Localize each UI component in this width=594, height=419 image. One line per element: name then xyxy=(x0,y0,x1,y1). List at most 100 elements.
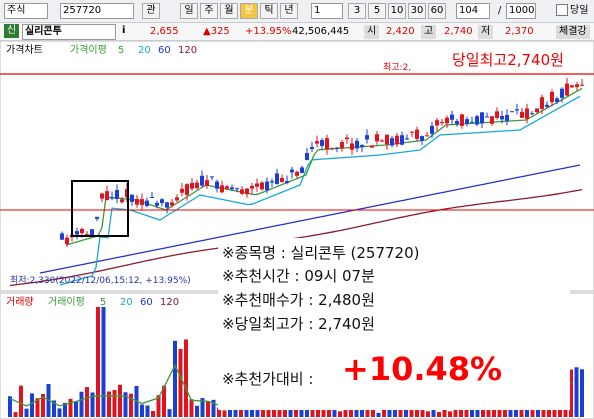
volume-bar xyxy=(167,409,172,417)
low: 2,370 xyxy=(505,26,534,37)
highlight-box xyxy=(71,180,129,237)
volume-bar xyxy=(536,408,540,417)
high-marker: 최고:2, xyxy=(383,62,411,73)
candle-body xyxy=(255,183,259,187)
volume-bar xyxy=(222,410,227,417)
volume: 42,506,445 xyxy=(292,26,350,37)
volume-bar xyxy=(96,307,100,417)
volume-bar xyxy=(448,411,452,417)
total-input[interactable]: 1000 xyxy=(506,3,536,19)
minute-button[interactable]: 5 xyxy=(368,3,386,19)
candle-body xyxy=(500,116,504,120)
volume-bar xyxy=(8,396,12,417)
candle-body xyxy=(335,147,339,149)
candle-body xyxy=(270,181,274,183)
volume-bar xyxy=(79,391,84,417)
minute-button[interactable]: 10 xyxy=(388,3,406,19)
low-marker: 최저:2,330(2022/12/06,15:12, +13.95%) xyxy=(10,275,191,286)
volume-bar xyxy=(189,399,194,417)
volume-bar xyxy=(118,384,122,417)
period-button[interactable]: 년 xyxy=(280,3,298,19)
info-line: ※추천시간 : 09시 07분 xyxy=(222,267,375,285)
candle-body xyxy=(535,108,539,113)
ma-line xyxy=(39,164,581,274)
low-label: 저 xyxy=(478,25,494,39)
candle-body xyxy=(170,202,174,206)
candle-body xyxy=(320,140,324,146)
volume-ma-label: 거래이평 xyxy=(48,296,85,308)
count-input[interactable]: 104 xyxy=(456,3,490,19)
candle-body xyxy=(100,193,104,199)
ma-period: 60 xyxy=(140,297,153,308)
candle-body xyxy=(300,167,304,173)
candle-body xyxy=(385,134,389,145)
candle-body xyxy=(430,125,434,134)
candle-body xyxy=(240,189,244,194)
candle-body xyxy=(515,109,519,111)
ma-period: 5 xyxy=(100,297,106,308)
open: 2,420 xyxy=(386,26,415,37)
high-label: 고 xyxy=(421,25,437,39)
volume-bar xyxy=(365,404,370,417)
volume-bar xyxy=(30,393,34,417)
period-button[interactable]: 분 xyxy=(240,3,258,19)
candle-body xyxy=(355,140,359,149)
candle-body xyxy=(190,183,194,189)
stock-name: 실리콘투 xyxy=(22,24,116,40)
minute-button[interactable]: 30 xyxy=(408,3,426,19)
volume-bar xyxy=(211,399,216,417)
fav-button[interactable]: 관 xyxy=(142,3,160,19)
candle-body xyxy=(235,188,239,190)
candle-body xyxy=(460,114,464,126)
candle-body xyxy=(365,135,369,140)
strength-label: 체결강 xyxy=(556,25,590,39)
volume-bar xyxy=(52,400,56,417)
period-button[interactable]: 주 xyxy=(200,3,218,19)
volume-bar xyxy=(261,407,265,417)
ma-period: 20 xyxy=(138,45,151,56)
candle-body xyxy=(565,83,569,96)
candle-body xyxy=(375,134,379,142)
code-input[interactable]: 257720 xyxy=(60,3,134,19)
candle-body xyxy=(330,148,334,150)
price: 2,655 xyxy=(150,26,179,37)
today-checkbox[interactable] xyxy=(556,4,568,16)
period-button[interactable]: 틱 xyxy=(260,3,278,19)
price-ma-label: 가격이평 xyxy=(70,43,107,56)
ma-period: 120 xyxy=(178,45,197,56)
candle-body xyxy=(505,115,509,121)
minute-button[interactable]: 3 xyxy=(348,3,366,19)
info-icon[interactable]: i xyxy=(122,25,126,36)
candle-body xyxy=(470,121,474,123)
candle-body xyxy=(250,185,254,189)
candle-body xyxy=(540,97,544,109)
candle-body xyxy=(525,108,529,119)
candle-body xyxy=(550,91,554,103)
period-button[interactable]: 월 xyxy=(220,3,238,19)
price-tab: 가격차트 xyxy=(6,43,43,56)
candle-body xyxy=(370,145,374,148)
candle-body xyxy=(245,188,249,195)
candle-body xyxy=(230,187,234,190)
candle-body xyxy=(390,138,394,146)
candle-body xyxy=(180,188,184,193)
market-select[interactable]: 주식 xyxy=(4,3,48,19)
candle-body xyxy=(225,186,229,189)
candle-body xyxy=(545,104,549,107)
minute-button[interactable]: 60 xyxy=(428,3,446,19)
candle-body xyxy=(310,146,314,149)
period-button[interactable]: 일 xyxy=(180,3,198,19)
candle-body xyxy=(350,143,354,150)
candle-body xyxy=(155,202,159,206)
ma-line xyxy=(65,87,583,246)
candle-body xyxy=(85,234,89,236)
candle-body xyxy=(150,197,154,199)
candle-body xyxy=(175,197,179,201)
volume-bar xyxy=(481,407,485,417)
candle-body xyxy=(80,228,84,234)
volume-bar xyxy=(569,369,573,417)
volume-bar xyxy=(90,392,95,417)
ma-period: 60 xyxy=(158,45,171,56)
volume-bar xyxy=(112,389,117,417)
unit-select[interactable]: 1 xyxy=(311,3,343,19)
